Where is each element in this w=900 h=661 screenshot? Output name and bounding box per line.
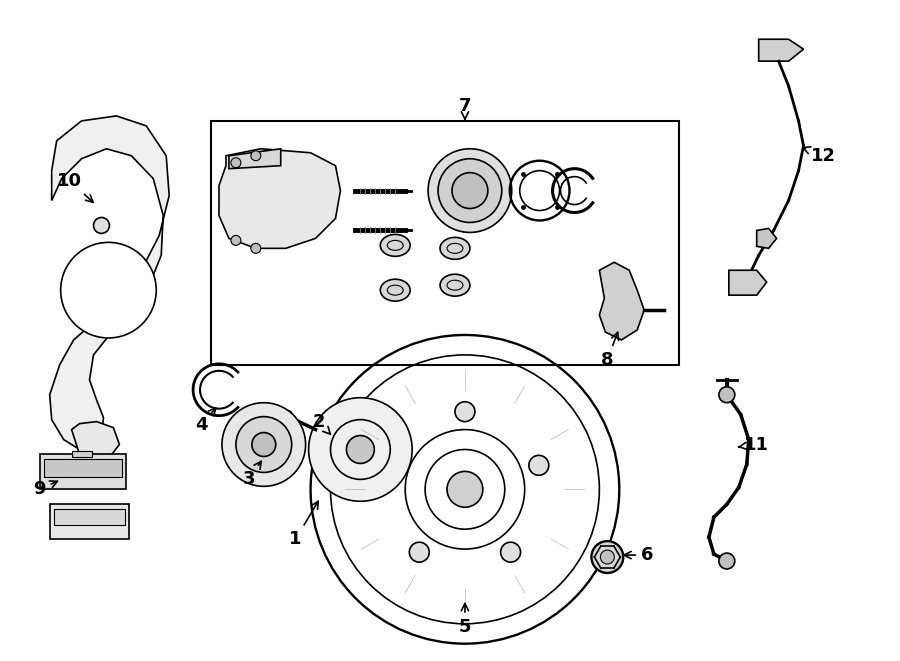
Ellipse shape [381, 235, 410, 256]
Circle shape [60, 243, 157, 338]
Circle shape [428, 149, 512, 233]
Circle shape [410, 542, 429, 562]
Circle shape [231, 158, 241, 168]
Circle shape [236, 416, 292, 473]
Circle shape [252, 432, 275, 457]
Circle shape [346, 436, 374, 463]
Polygon shape [44, 459, 122, 477]
Circle shape [452, 173, 488, 208]
Circle shape [231, 235, 241, 245]
Circle shape [251, 151, 261, 161]
Polygon shape [759, 39, 804, 61]
Text: 7: 7 [459, 97, 472, 120]
Polygon shape [219, 149, 340, 249]
Text: 5: 5 [459, 603, 472, 636]
Polygon shape [72, 422, 120, 461]
Circle shape [529, 455, 549, 475]
Polygon shape [40, 455, 126, 489]
Circle shape [381, 455, 401, 475]
Circle shape [500, 542, 520, 562]
Polygon shape [757, 229, 777, 249]
Circle shape [283, 410, 293, 420]
Polygon shape [54, 509, 125, 525]
Text: 10: 10 [57, 172, 93, 202]
Text: 4: 4 [194, 408, 216, 434]
Text: 3: 3 [243, 461, 261, 488]
Bar [211, 121, 679, 365]
Circle shape [222, 403, 306, 486]
Circle shape [600, 550, 615, 564]
Polygon shape [50, 116, 169, 449]
Text: 6: 6 [624, 546, 653, 564]
Polygon shape [72, 451, 92, 457]
Text: 2: 2 [312, 412, 330, 434]
Text: 12: 12 [803, 147, 836, 165]
Circle shape [719, 553, 734, 569]
Circle shape [719, 387, 734, 403]
Circle shape [455, 402, 475, 422]
Circle shape [309, 398, 412, 501]
Text: 9: 9 [33, 481, 58, 498]
Circle shape [438, 159, 502, 223]
Circle shape [94, 217, 110, 233]
Polygon shape [229, 149, 281, 169]
Polygon shape [599, 262, 644, 340]
Polygon shape [729, 270, 767, 295]
Ellipse shape [440, 237, 470, 259]
Text: 11: 11 [739, 436, 770, 453]
Circle shape [591, 541, 624, 573]
Text: 8: 8 [601, 332, 618, 369]
Text: 1: 1 [290, 501, 319, 548]
Ellipse shape [381, 279, 410, 301]
Polygon shape [50, 504, 130, 539]
Ellipse shape [440, 274, 470, 296]
Circle shape [251, 243, 261, 253]
Circle shape [447, 471, 483, 507]
